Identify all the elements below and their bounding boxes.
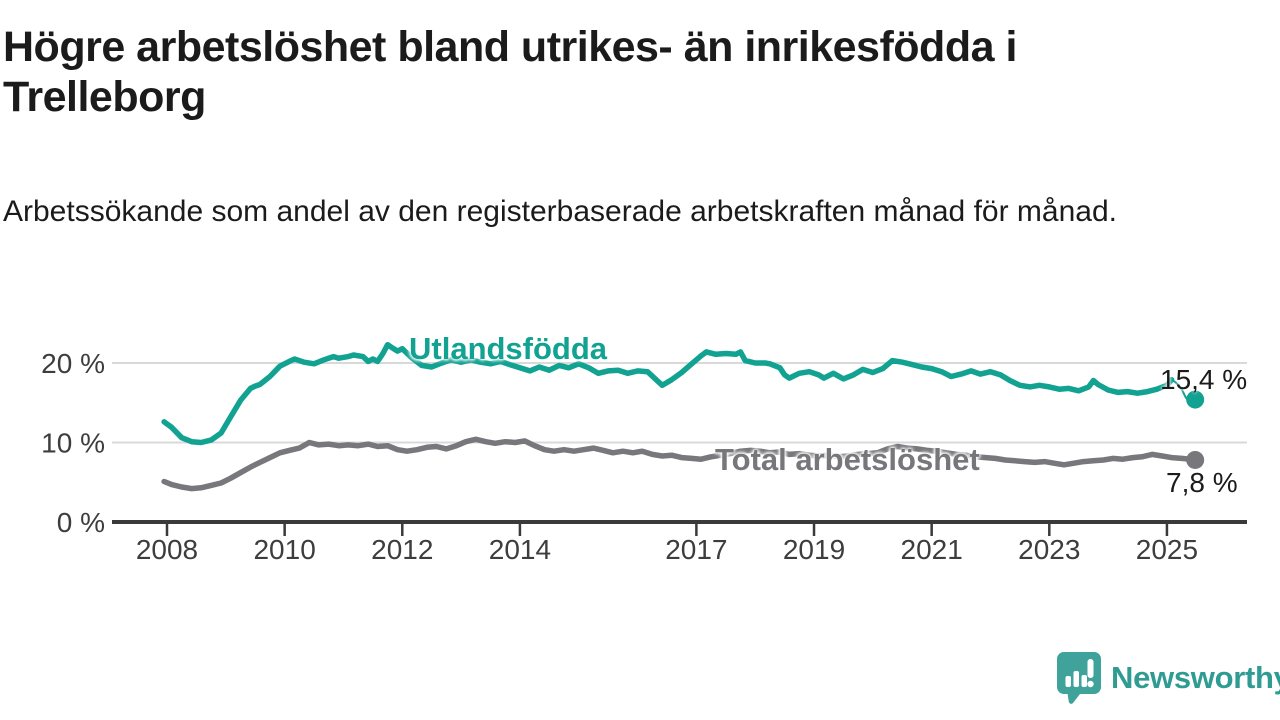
end-value-label-utlandsfodda: 15,4 %: [1160, 364, 1248, 395]
chart-subtitle: Arbetssökande som andel av den registerb…: [3, 195, 1117, 228]
end-value-label-total: 7,8 %: [1166, 467, 1238, 498]
x-axis-tick-label: 2012: [371, 534, 433, 565]
y-axis-tick-label: 10 %: [41, 428, 105, 459]
x-axis-tick-label: 2019: [783, 534, 845, 565]
series-label-utlandsfodda: Utlandsfödda: [409, 331, 608, 366]
series-line-1: [161, 436, 1194, 492]
y-axis-tick-label: 0 %: [57, 507, 105, 538]
x-axis-tick-label: 2021: [901, 534, 963, 565]
x-axis-tick-label: 2023: [1018, 534, 1080, 565]
series-end-dot-0: [1186, 390, 1205, 409]
x-axis-tick-label: 2017: [665, 534, 727, 565]
x-axis-tick-label: 2014: [489, 534, 551, 565]
newsworthy-branding: Newsworthy: [1056, 651, 1280, 705]
newsworthy-logo-text: Newsworthy: [1111, 660, 1280, 695]
y-axis-tick-label: 20 %: [41, 348, 105, 379]
x-axis-tick-label: 2008: [136, 534, 198, 565]
series-end-dot-1: [1186, 450, 1205, 469]
newsworthy-logo-icon: [1057, 652, 1101, 704]
series-label-total-arbetsloshet: Total arbetslöshet: [715, 442, 980, 477]
chart-title: Högre arbetslöshet bland utrikes- än inr…: [3, 23, 1017, 122]
x-axis-tick-label: 2010: [253, 534, 315, 565]
x-axis-tick-label: 2025: [1136, 534, 1198, 565]
series-line-0: [161, 341, 1175, 446]
